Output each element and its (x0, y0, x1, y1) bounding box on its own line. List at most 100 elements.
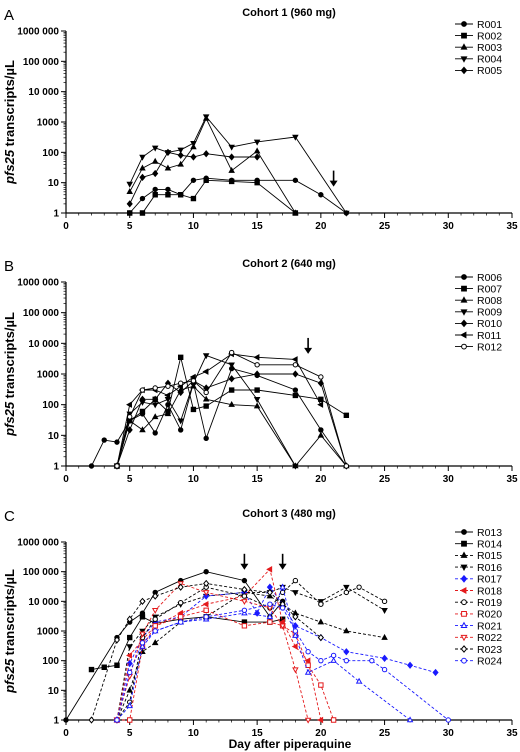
data-point (151, 145, 159, 152)
data-point (202, 590, 210, 597)
panel-label: A (4, 7, 14, 24)
data-point (139, 164, 146, 171)
data-point (152, 395, 159, 403)
data-point (318, 192, 324, 198)
data-point (266, 566, 273, 573)
data-point (461, 32, 467, 39)
arrow-head (304, 347, 313, 354)
data-point (292, 209, 299, 216)
data-point (460, 645, 468, 653)
data-point (292, 370, 299, 378)
data-point (126, 188, 133, 195)
legend-label: R015 (477, 550, 502, 562)
data-point (253, 147, 261, 154)
data-point (343, 627, 350, 634)
series (113, 583, 439, 724)
y-tick-label: 100 (42, 148, 59, 159)
series (88, 614, 286, 673)
legend-label: R010 (477, 318, 502, 330)
x-tick-label: 20 (315, 728, 327, 739)
data-point (292, 362, 299, 368)
data-point (165, 192, 171, 198)
y-axis-label: pfs25 transcripts/µL (2, 60, 17, 185)
series (113, 583, 414, 723)
y-tick-label: 1000 (37, 118, 60, 129)
data-point (318, 682, 324, 688)
legend-label: R011 (477, 330, 501, 342)
legend-entry: R001 (455, 19, 502, 31)
data-point (88, 666, 95, 673)
legend-label: R020 (477, 609, 502, 621)
series (126, 114, 299, 216)
x-tick-label: 15 (252, 221, 264, 232)
data-point (356, 584, 362, 590)
series (126, 114, 350, 217)
series-line (116, 591, 385, 721)
data-point (460, 66, 468, 75)
data-point (203, 607, 209, 613)
data-point (126, 702, 133, 709)
data-point (304, 668, 312, 675)
data-point (202, 353, 210, 360)
data-point (228, 153, 235, 161)
data-point (202, 395, 210, 402)
data-point (266, 588, 273, 597)
data-point (304, 717, 312, 724)
data-point (177, 354, 184, 361)
data-point (126, 615, 133, 623)
data-point (292, 628, 299, 634)
series-line (65, 571, 283, 721)
data-point (292, 177, 299, 183)
data-point (164, 397, 172, 403)
data-point (254, 370, 261, 378)
legend-entry: R002 (455, 30, 502, 42)
data-point (253, 402, 261, 409)
arrow-head (278, 563, 287, 570)
series-line (129, 177, 347, 214)
data-point (381, 608, 388, 614)
data-point (88, 463, 95, 469)
series (113, 370, 350, 470)
data-point (152, 623, 158, 629)
data-point (343, 463, 350, 469)
series (114, 601, 451, 723)
y-tick-label: 1000 (37, 627, 60, 638)
y-tick-label: 1 (53, 462, 59, 473)
legend-entry: R019 (455, 597, 502, 609)
data-point (343, 210, 350, 217)
x-tick-label: 25 (379, 728, 391, 739)
data-point (461, 657, 467, 664)
data-point (139, 640, 146, 646)
data-point (126, 652, 132, 659)
y-axis-label: pfs25 transcripts/µL (2, 312, 17, 437)
y-tick-label: 10 000 (28, 597, 59, 608)
data-point (164, 148, 172, 156)
data-point (151, 608, 159, 614)
data-point (267, 601, 273, 607)
data-point (152, 430, 158, 436)
y-tick-label: 100 (42, 656, 59, 667)
legend-label: R012 (477, 341, 502, 353)
data-point (203, 568, 209, 575)
data-point (88, 716, 95, 724)
y-tick-label: 10 (48, 431, 60, 442)
data-point (460, 319, 468, 328)
data-point (330, 656, 337, 663)
data-point (317, 401, 324, 408)
data-point (126, 181, 133, 188)
legend-label: R014 (477, 539, 502, 551)
data-point (254, 362, 260, 368)
x-tick-label: 35 (506, 221, 518, 232)
panel-label: B (4, 258, 14, 275)
series (113, 382, 350, 469)
data-point (343, 589, 350, 596)
data-point (292, 631, 299, 638)
series-line (129, 179, 296, 214)
data-point (317, 618, 325, 625)
legend-label: R021 (477, 620, 502, 632)
x-tick-label: 20 (315, 221, 327, 232)
data-point (343, 648, 350, 656)
series-line (116, 586, 436, 721)
data-point (101, 437, 107, 443)
